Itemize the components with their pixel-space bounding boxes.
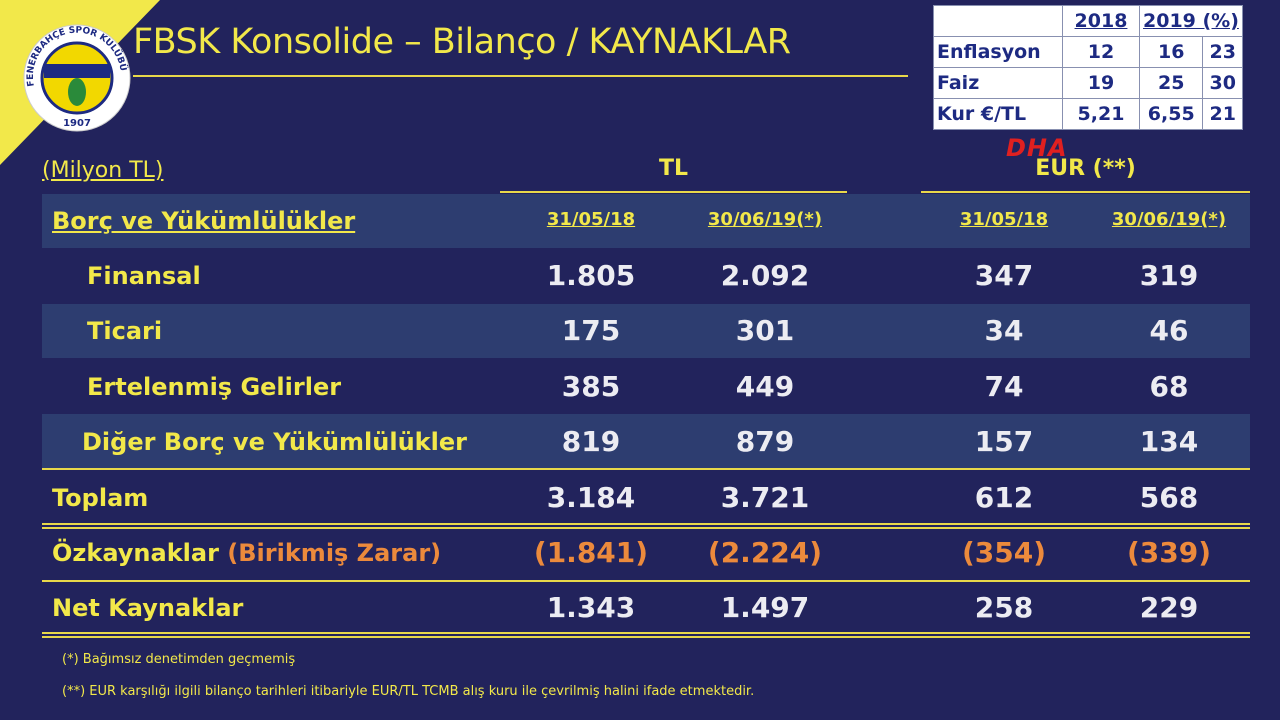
row-label-text: Finansal <box>87 262 201 290</box>
footnote: (**) EUR karşılığı ilgili bilanço tarihl… <box>62 684 755 699</box>
cell-value: 157 <box>974 425 1034 459</box>
logo-stripe <box>44 64 110 78</box>
row-label: Diğer Borç ve Yükümlülükler <box>82 428 467 456</box>
logo-year: 1907 <box>63 118 91 129</box>
inset-cell: 5,21 <box>1062 98 1140 130</box>
rule <box>42 523 1250 525</box>
inset-corner <box>933 5 1063 37</box>
row-label-text: Ertelenmiş Gelirler <box>87 372 342 401</box>
cell-value: 46 <box>1149 314 1189 348</box>
row-label: Ticari <box>87 317 162 345</box>
inset-row: Enflasyon 12 16 23 <box>933 36 1243 68</box>
inset-cell: 21 <box>1202 98 1243 130</box>
inset-cell: 23 <box>1202 36 1243 68</box>
row-label-text: Toplam <box>52 483 149 512</box>
row-label: Toplam <box>52 484 148 512</box>
cell-value: 1.497 <box>720 591 810 625</box>
cell-value: 74 <box>984 369 1024 403</box>
inset-cell: 25 <box>1138 67 1204 99</box>
inset-row-label: Enflasyon <box>933 36 1063 68</box>
group-header: EUR (**) <box>1035 156 1136 181</box>
inset-cell: 6,55 <box>1138 98 1204 130</box>
rule <box>42 468 1250 470</box>
rule <box>42 632 1250 634</box>
row-label-text: Diğer Borç ve Yükümlülükler <box>82 428 467 457</box>
cell-value: 1.343 <box>546 591 636 625</box>
cell-value: 3.721 <box>720 480 810 514</box>
title-underline <box>133 75 908 77</box>
group-underline <box>921 191 1250 193</box>
column-header: 30/06/19(*) <box>1111 209 1227 230</box>
logo-area: FENERBAHÇE SPOR KULÜBÜ 1907 <box>0 0 160 165</box>
section-header: Borç ve Yükümlülükler <box>52 207 356 235</box>
cell-value: (2.224) <box>707 536 823 569</box>
inset-table: 2018 2019 (%) Enflasyon 12 16 23 Faiz 19 25 30 K… <box>933 5 1243 130</box>
watermark: DHA <box>1006 134 1068 162</box>
cell-value: 385 <box>561 369 621 403</box>
rule <box>42 636 1250 638</box>
cell-value: 449 <box>735 369 795 403</box>
row-label-text: Net Kaynaklar <box>52 594 244 623</box>
cell-value: 3.184 <box>546 480 636 514</box>
unit-label: (Milyon TL) <box>42 158 164 183</box>
cell-value: 175 <box>561 314 621 348</box>
inset-cell: 30 <box>1202 67 1243 99</box>
column-header: 30/06/19(*) <box>707 209 823 230</box>
cell-value: 34 <box>984 314 1024 348</box>
cell-value: 319 <box>1139 259 1199 292</box>
inset-row-label: Faiz <box>933 67 1063 99</box>
row-label: Net Kaynaklar <box>52 594 243 622</box>
cell-value: 134 <box>1139 425 1199 459</box>
inset-header: 2018 <box>1062 5 1140 37</box>
group-header: TL <box>658 156 689 181</box>
cell-value: 819 <box>561 425 621 459</box>
rule <box>42 527 1250 529</box>
row-label: Özkaynaklar (Birikmiş Zarar) <box>52 539 441 567</box>
cell-value: 229 <box>1139 591 1199 625</box>
logo-leaf <box>68 78 86 106</box>
row-label-text: Ticari <box>87 317 163 346</box>
inset-row: Faiz 19 25 30 <box>933 67 1243 99</box>
inset-cell: 16 <box>1138 36 1204 68</box>
title: FBSK Konsolide – Bilanço / KAYNAKLAR <box>133 22 791 62</box>
cell-value: 879 <box>735 425 795 459</box>
row-band <box>42 194 1250 248</box>
cell-value: (354) <box>961 536 1047 569</box>
row-label: Ertelenmiş Gelirler <box>87 373 341 401</box>
inset-row-label: Kur €/TL <box>933 98 1063 130</box>
column-header: 31/05/18 <box>959 209 1049 230</box>
rule <box>42 580 1250 582</box>
inset-row: Kur €/TL 5,21 6,55 21 <box>933 98 1243 130</box>
column-header: 31/05/18 <box>546 209 636 230</box>
cell-value: 568 <box>1139 480 1199 514</box>
cell-value: 2.092 <box>720 259 810 292</box>
cell-value: 612 <box>974 480 1034 514</box>
cell-value: 347 <box>974 259 1034 292</box>
row-band <box>42 414 1250 468</box>
cell-value: 258 <box>974 591 1034 625</box>
cell-value: (339) <box>1126 536 1212 569</box>
inset-cell: 19 <box>1062 67 1140 99</box>
footnote: (*) Bağımsız denetimden geçmemiş <box>62 652 296 667</box>
cell-value: 1.805 <box>546 259 636 292</box>
inset-header: 2019 (%) <box>1139 5 1243 37</box>
row-band <box>42 304 1250 358</box>
row-label: Finansal <box>87 262 201 290</box>
cell-value: (1.841) <box>533 536 649 569</box>
cell-value: 68 <box>1149 369 1189 403</box>
group-underline <box>500 191 847 193</box>
cell-value: 301 <box>735 314 795 348</box>
row-label-text: Özkaynaklar <box>52 539 219 567</box>
row-sublabel: (Birikmiş Zarar) <box>227 539 442 567</box>
inset-cell: 12 <box>1062 36 1140 68</box>
